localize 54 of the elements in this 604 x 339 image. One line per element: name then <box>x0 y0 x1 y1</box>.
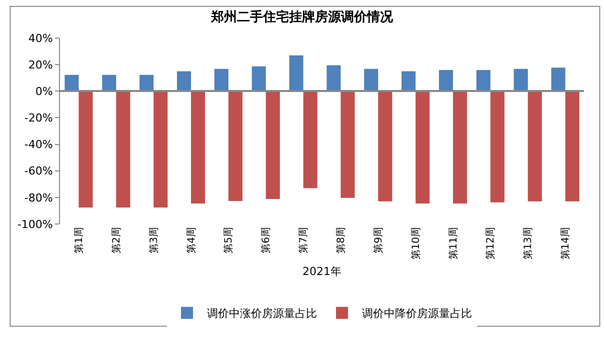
bar <box>514 68 528 92</box>
bar <box>191 91 206 204</box>
y-tick-label: -80% <box>24 191 53 204</box>
bar <box>528 91 542 202</box>
y-tick-label: 40% <box>28 32 53 45</box>
x-tick-label: 第10周 <box>410 227 422 260</box>
y-tick-label: -20% <box>24 112 53 125</box>
x-tick-label: 第3周 <box>148 227 160 254</box>
x-tick-label: 第2周 <box>110 227 122 254</box>
x-tick-label: 第6周 <box>260 227 272 254</box>
bar <box>78 91 93 208</box>
y-tick-label: 0% <box>35 84 53 98</box>
bar <box>228 91 242 202</box>
bar <box>140 74 154 92</box>
bar <box>340 91 355 198</box>
bar <box>176 71 191 92</box>
bar <box>476 70 490 92</box>
y-tick-label: -100% <box>17 218 53 231</box>
bar <box>326 65 341 92</box>
legend-label: 调价中降价房源量占比 <box>362 307 472 320</box>
x-tick-label: 第9周 <box>372 227 384 254</box>
bar <box>64 74 79 92</box>
x-tick-label: 第11周 <box>447 227 460 260</box>
bar <box>252 66 266 92</box>
bar <box>266 91 280 200</box>
bar <box>565 91 580 202</box>
bar <box>116 91 130 208</box>
x-axis-title: 2021年 <box>302 264 342 278</box>
bar <box>154 91 168 208</box>
y-tick-label: 20% <box>28 58 53 72</box>
bar <box>214 68 228 92</box>
bar <box>402 71 416 92</box>
bar <box>102 74 116 92</box>
x-tick-label: 第7周 <box>298 227 310 254</box>
bar <box>551 68 566 92</box>
bar <box>303 91 318 188</box>
x-tick-label: 第13周 <box>522 227 534 260</box>
x-tick-label: 第8周 <box>334 227 347 254</box>
x-tick-label: 第12周 <box>484 227 497 260</box>
legend-label: 调价中涨价房源量占比 <box>207 307 317 320</box>
bar <box>364 68 378 92</box>
x-tick-label: 第4周 <box>185 227 198 254</box>
x-tick-label: 第14周 <box>560 227 572 260</box>
bar <box>378 91 392 202</box>
bar <box>490 91 504 202</box>
x-tick-label: 第1周 <box>72 227 85 254</box>
chart-title: 郑州二手住宅挂牌房源调价情况 <box>210 8 394 25</box>
x-tick-label: 第5周 <box>222 227 235 254</box>
bar <box>289 55 304 92</box>
bar <box>416 91 430 204</box>
bar <box>453 91 468 204</box>
y-tick-label: -60% <box>24 164 53 178</box>
y-tick-label: -40% <box>24 138 53 152</box>
bar <box>438 70 453 92</box>
